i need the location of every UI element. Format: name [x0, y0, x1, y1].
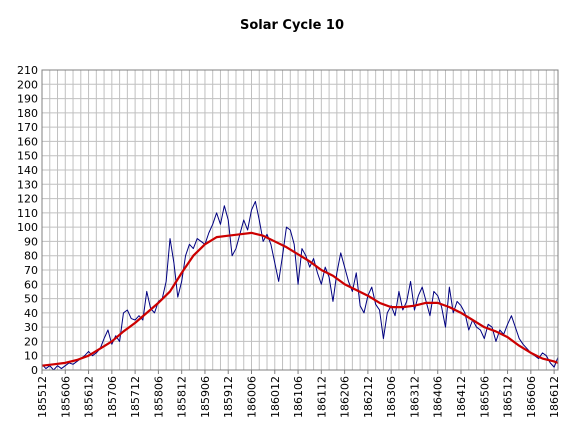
x-tick-label: 186112	[315, 376, 328, 418]
x-tick-label: 186406	[432, 376, 445, 418]
x-tick-label: 185912	[222, 376, 235, 418]
chart-title: Solar Cycle 10	[239, 18, 345, 33]
y-tick-label: 140	[17, 164, 38, 177]
y-tick-label: 100	[17, 221, 38, 234]
x-tick-label: 185706	[106, 376, 119, 418]
x-tick-label: 186106	[292, 376, 305, 418]
x-tick-label: 186006	[246, 376, 259, 418]
y-tick-label: 70	[24, 264, 38, 277]
plot-border	[41, 69, 559, 371]
x-tick-label: 186506	[478, 376, 491, 418]
y-tick-label: 40	[24, 307, 38, 320]
y-tick-label: 160	[17, 135, 38, 148]
y-tick-label: 190	[17, 93, 38, 106]
x-tick-label: 186312	[408, 376, 421, 418]
y-tick-label: 50	[24, 293, 38, 306]
y-tick-label: 80	[24, 250, 38, 263]
y-tick-label: 90	[24, 235, 38, 248]
y-tick-label: 20	[24, 335, 38, 348]
y-tick-label: 150	[17, 150, 38, 163]
x-tick-label: 186012	[269, 376, 282, 418]
x-tick-label: 186306	[385, 376, 398, 418]
y-tick-label: 210	[17, 64, 38, 77]
x-tick-label: 185612	[83, 376, 96, 418]
y-tick-label: 60	[24, 278, 38, 291]
y-tick-label: 30	[24, 321, 38, 334]
y-tick-label: 200	[17, 78, 38, 91]
y-tick-label: 110	[17, 207, 38, 220]
y-tick-label: 10	[24, 350, 38, 363]
x-tick-label: 185606	[59, 376, 72, 418]
series-line-smoothed	[41, 231, 559, 367]
y-tick-label: 130	[17, 178, 38, 191]
x-tick-label: 185512	[36, 376, 49, 418]
x-tick-label: 185812	[176, 376, 189, 418]
x-tick-label: 186606	[525, 376, 538, 418]
y-tick-label: 180	[17, 107, 38, 120]
x-axis: 185512 185606 185612 185706 185712 185806 1858…	[36, 370, 561, 418]
y-tick-label: 170	[17, 121, 38, 134]
x-tick-label: 186206	[339, 376, 352, 418]
x-tick-label: 186612	[548, 376, 561, 418]
x-tick-label: 185712	[129, 376, 142, 418]
x-tick-label: 186212	[362, 376, 375, 418]
x-tick-label: 186412	[455, 376, 468, 418]
y-tick-label: 0	[31, 364, 38, 377]
x-tick-label: 185906	[199, 376, 212, 418]
y-tick-label: 120	[17, 193, 38, 206]
x-tick-label: 186512	[502, 376, 515, 418]
series-layer	[41, 200, 559, 371]
series-line-monthly	[41, 200, 559, 371]
x-tick-label: 185806	[152, 376, 165, 418]
